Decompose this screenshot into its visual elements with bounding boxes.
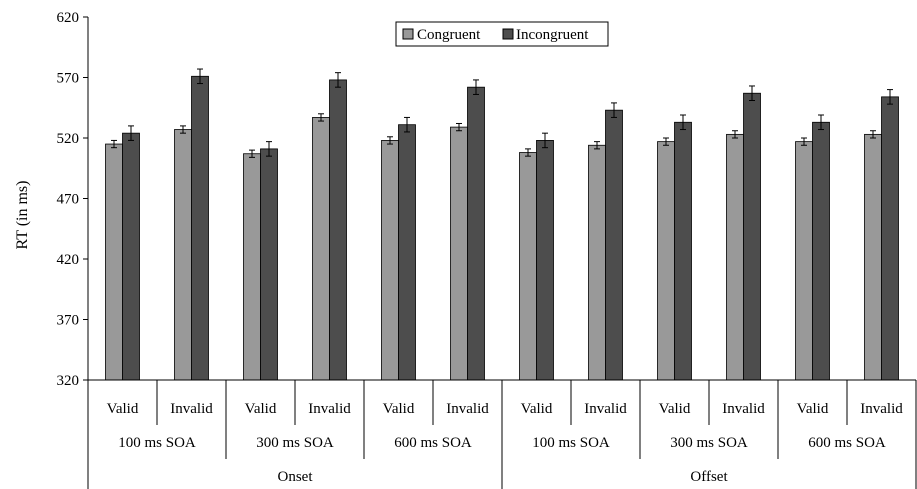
bar-incongruent <box>881 96 899 381</box>
x-category-label: Invalid <box>584 401 627 417</box>
y-tick-label: 570 <box>57 71 80 87</box>
bar-congruent <box>105 143 123 381</box>
x-category-label: Valid <box>521 401 553 417</box>
x-category-label: Invalid <box>308 401 351 417</box>
bar-congruent <box>519 152 537 381</box>
bar-incongruent <box>398 124 416 381</box>
bar-congruent <box>381 140 399 381</box>
bar-incongruent <box>467 86 485 381</box>
bar-incongruent <box>329 79 347 381</box>
legend-label-congruent: Congruent <box>417 27 481 43</box>
x-group-label: 100 ms SOA <box>532 435 610 451</box>
x-category-label: Invalid <box>446 401 489 417</box>
x-group-label: 100 ms SOA <box>118 435 196 451</box>
x-category-label: Valid <box>659 401 691 417</box>
legend-label-incongruent: Incongruent <box>516 27 589 43</box>
bar-incongruent <box>191 75 209 381</box>
bar-incongruent <box>605 109 623 381</box>
bar-incongruent <box>812 121 830 381</box>
x-category-label: Valid <box>245 401 277 417</box>
bar-incongruent <box>260 148 278 381</box>
bar-congruent <box>174 129 192 381</box>
bar-congruent <box>657 141 675 381</box>
x-category-label: Valid <box>797 401 829 417</box>
bar-incongruent <box>122 132 140 381</box>
bar-incongruent <box>536 140 554 381</box>
legend-swatch-incongruent <box>502 28 514 40</box>
x-top-group-label: Onset <box>278 469 314 485</box>
bar-incongruent <box>743 92 761 381</box>
bar-congruent <box>588 144 606 381</box>
x-category-label: Valid <box>107 401 139 417</box>
x-category-label: Valid <box>383 401 415 417</box>
y-tick-label: 620 <box>57 10 80 26</box>
y-tick-label: 320 <box>57 373 80 389</box>
bar-congruent <box>795 141 813 381</box>
bar-congruent <box>726 133 744 381</box>
y-tick-label: 370 <box>57 313 80 329</box>
legend: Congruent Incongruent <box>395 21 609 47</box>
legend-swatch-congruent <box>402 28 414 40</box>
x-top-group-label: Offset <box>690 469 728 485</box>
x-category-label: Invalid <box>722 401 765 417</box>
bar-congruent <box>450 126 468 381</box>
bars <box>105 68 899 381</box>
y-tick-label: 470 <box>57 192 80 208</box>
x-group-label: 600 ms SOA <box>394 435 472 451</box>
y-axis-title: RT (in ms) <box>14 181 31 250</box>
x-category-label: Invalid <box>860 401 903 417</box>
legend-box <box>395 21 609 47</box>
bar-congruent <box>864 133 882 381</box>
x-group-label: 300 ms SOA <box>256 435 334 451</box>
bar-incongruent <box>674 121 692 381</box>
x-axis: Valid Invalid Valid Invalid Valid Invalid Vali… <box>87 379 917 489</box>
y-tick-label: 520 <box>57 131 80 147</box>
bar-congruent <box>243 153 261 381</box>
y-axis: 320 370 420 470 520 570 620 <box>57 10 89 389</box>
y-tick-label: 420 <box>57 252 80 268</box>
bar-congruent <box>312 117 330 381</box>
x-category-label: Invalid <box>170 401 213 417</box>
x-group-label: 600 ms SOA <box>808 435 886 451</box>
x-group-label: 300 ms SOA <box>670 435 748 451</box>
